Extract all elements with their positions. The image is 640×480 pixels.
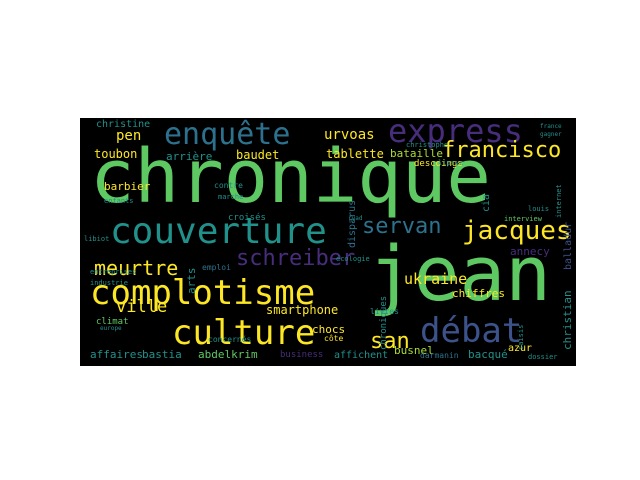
word-christine: arts xyxy=(185,267,198,295)
word-affichent: affichent xyxy=(334,350,389,361)
word-contre: contre xyxy=(214,181,243,190)
word-bouleversent: christine xyxy=(96,119,151,130)
word-schreiber: schreiber xyxy=(236,246,356,271)
word-baudet: toubon xyxy=(94,147,138,161)
word-busnel: busnel xyxy=(394,344,434,357)
word-affaires: affaires xyxy=(90,348,143,361)
word-tablette: baudet xyxy=(236,148,280,162)
word-barbier: bataille xyxy=(390,147,443,160)
word-azur: azur xyxy=(508,343,533,354)
word-descoings: descoings xyxy=(414,159,463,169)
word-marche: marche xyxy=(218,193,244,201)
word-chiffres: chiffres xyxy=(452,287,505,300)
word-smartphone: smartphone xyxy=(266,303,339,317)
word-complotisme: complotisme xyxy=(90,273,316,313)
word-christophe: christophe xyxy=(406,141,449,149)
word-toubon: urvoas xyxy=(324,127,375,143)
word-culture: culture xyxy=(172,313,316,353)
word-couverture: couverture xyxy=(110,211,327,252)
word-ecologie: écologie xyxy=(336,255,370,263)
word-industrie: industrie xyxy=(90,279,128,287)
word-libiot: libiot xyxy=(84,235,110,243)
word-arriere: arrière xyxy=(166,150,213,163)
word-arts: barbier xyxy=(104,180,151,193)
word-urvoas: pen xyxy=(116,128,142,144)
word-france: france xyxy=(540,123,562,130)
word-cia: cia xyxy=(481,193,492,212)
word-concernes: concernés xyxy=(208,335,252,344)
word-jacques: jacques xyxy=(462,216,572,246)
word-interview: interview xyxy=(504,215,542,223)
word-chroniques: chroniques xyxy=(379,295,389,350)
word-christian: christian xyxy=(561,290,574,350)
word-abdelkrim: abdelkrim xyxy=(198,348,258,361)
word-bacque: bacqué xyxy=(468,348,508,361)
word-servan: servan xyxy=(362,214,442,239)
word-ukraine: ukraine xyxy=(404,270,468,288)
word-annecy: annecy xyxy=(510,245,550,258)
word-europe: europe xyxy=(100,325,122,332)
word-lipsyc: lipsyc xyxy=(438,159,464,167)
word-balladur: balladur xyxy=(563,221,574,270)
word-croises: croisés xyxy=(228,213,266,223)
word-climat: climat xyxy=(96,317,129,327)
word-disparus: disparus xyxy=(347,199,358,248)
word-express: express xyxy=(388,118,523,150)
word-ville: ville xyxy=(116,297,168,317)
word-darmanin: darmanin xyxy=(420,351,459,360)
word-san: san xyxy=(370,329,410,354)
word-ryad: ryad xyxy=(348,215,363,222)
word-chronique: chronique xyxy=(90,134,491,220)
word-dossier: dossier xyxy=(528,353,558,361)
word-bastia: bastia xyxy=(142,348,182,361)
word-enfants: enfants xyxy=(104,197,134,205)
word-emploi: emploi xyxy=(202,263,231,272)
word-enquete: enquête xyxy=(164,118,291,152)
word-internet: internet xyxy=(555,184,563,218)
word-entreprises: entreprises xyxy=(90,268,137,276)
word-francisco: francisco xyxy=(442,138,562,163)
word-bataille: tablette xyxy=(326,147,384,161)
word-business: business xyxy=(280,350,324,360)
word-cote: côte xyxy=(324,334,344,343)
word-chocs: chocs xyxy=(312,323,346,336)
word-cloud: chronique jean complotisme culture couve… xyxy=(80,118,576,366)
word-debat: débat xyxy=(420,311,523,351)
word-meurtre: meurtre xyxy=(94,256,179,280)
word-louis: louis xyxy=(528,205,550,213)
word-saisis: saisis xyxy=(517,324,525,350)
word-gagner: gagner xyxy=(540,131,562,138)
word-jean: jean xyxy=(368,229,552,318)
word-livres: livres xyxy=(370,307,399,316)
